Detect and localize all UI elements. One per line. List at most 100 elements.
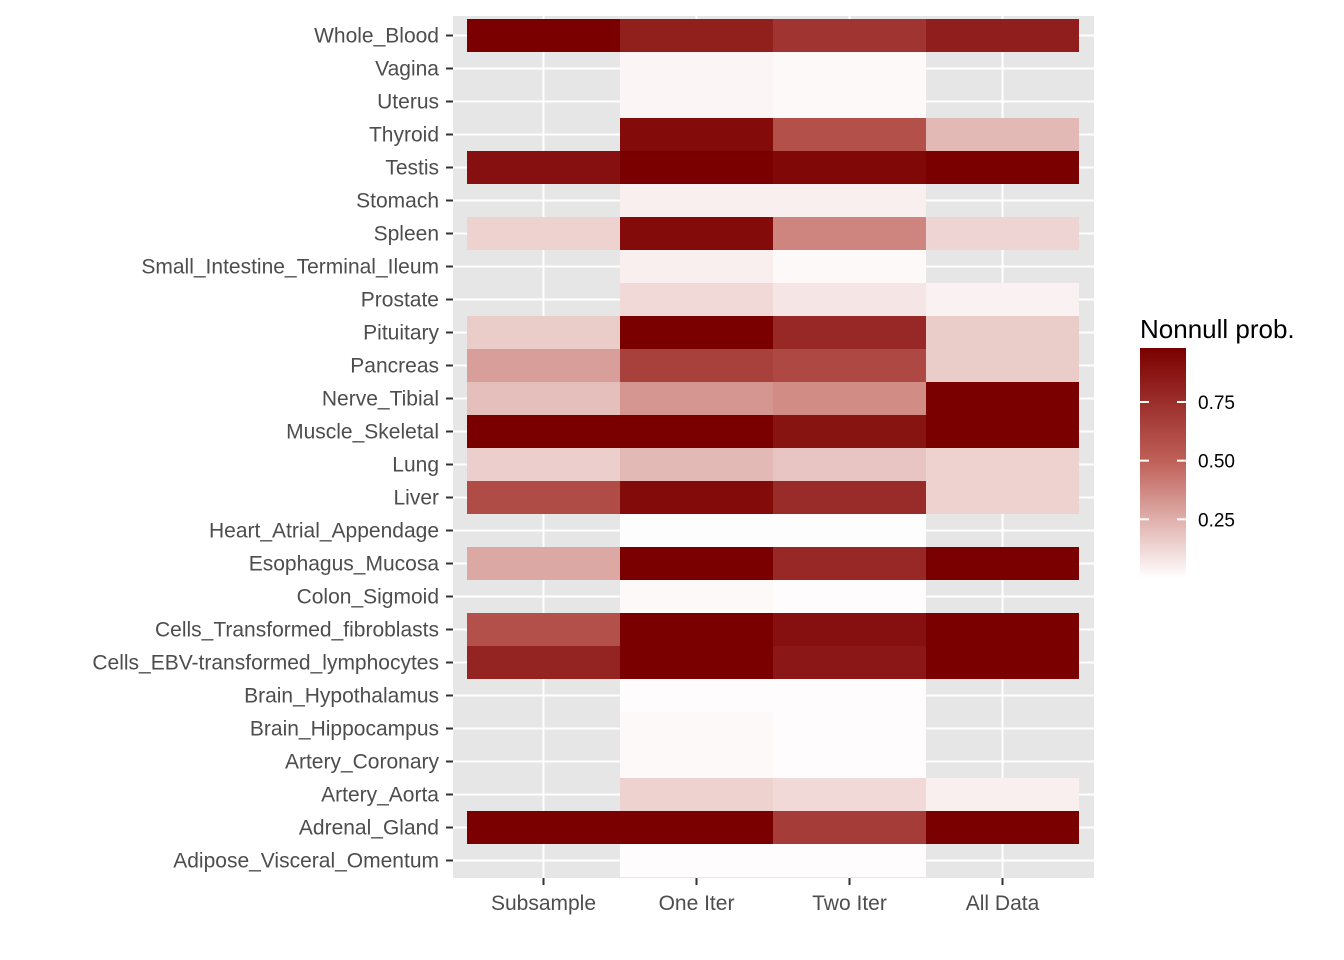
y-tick-label: Thyroid bbox=[369, 124, 439, 147]
heatmap-cell bbox=[620, 250, 773, 283]
heatmap-cell bbox=[467, 382, 620, 415]
heatmap-cell bbox=[620, 547, 773, 580]
heatmap-cell bbox=[620, 415, 773, 448]
heatmap-cell bbox=[620, 448, 773, 481]
heatmap-cell bbox=[620, 646, 773, 679]
legend: Nonnull prob. 0.25 0.50 0.75 bbox=[1140, 314, 1295, 578]
heatmap-cell bbox=[926, 415, 1079, 448]
heatmap-cell bbox=[773, 613, 926, 646]
heatmap-cell bbox=[773, 118, 926, 151]
y-tick-label: Heart_Atrial_Appendage bbox=[209, 520, 439, 543]
heatmap-cell bbox=[620, 712, 773, 745]
heatmap-cell bbox=[926, 118, 1079, 151]
y-tick-label: Vagina bbox=[375, 58, 439, 81]
heatmap-cell bbox=[773, 217, 926, 250]
y-tick-label: Testis bbox=[385, 157, 439, 180]
heatmap-cell bbox=[620, 745, 773, 778]
heatmap-cell bbox=[926, 382, 1079, 415]
x-axis: Subsample One Iter Two Iter All Data bbox=[491, 878, 1040, 915]
y-tick-label: Brain_Hypothalamus bbox=[244, 685, 439, 708]
heatmap-cell bbox=[620, 349, 773, 382]
heatmap-cell bbox=[620, 382, 773, 415]
y-tick-label: Cells_EBV-transformed_lymphocytes bbox=[92, 652, 439, 675]
heatmap-cell bbox=[773, 151, 926, 184]
y-tick-label: Small_Intestine_Terminal_Ileum bbox=[141, 256, 439, 279]
heatmap-cell bbox=[926, 217, 1079, 250]
heatmap-cell bbox=[467, 811, 620, 844]
heatmap-cell bbox=[773, 679, 926, 712]
heatmap-cell bbox=[773, 184, 926, 217]
legend-tick-label: 0.25 bbox=[1198, 510, 1235, 531]
heatmap-cell bbox=[773, 844, 926, 877]
y-axis: Whole_Blood Vagina Uterus Thyroid Testis Stom… bbox=[92, 25, 453, 873]
legend-title: Nonnull prob. bbox=[1140, 314, 1295, 344]
heatmap-cell bbox=[773, 481, 926, 514]
heatmap-cell bbox=[620, 85, 773, 118]
heatmap-cell bbox=[467, 217, 620, 250]
y-tick-label: Lung bbox=[392, 454, 439, 477]
y-tick-label: Esophagus_Mucosa bbox=[249, 553, 440, 576]
heatmap-cell bbox=[773, 349, 926, 382]
y-tick-label: Adipose_Visceral_Omentum bbox=[173, 850, 439, 873]
heatmap-cell bbox=[620, 184, 773, 217]
y-tick-label: Artery_Coronary bbox=[285, 751, 440, 774]
heatmap-cell bbox=[620, 679, 773, 712]
heatmap-cell bbox=[773, 712, 926, 745]
heatmap-cell bbox=[926, 613, 1079, 646]
heatmap-cell bbox=[773, 778, 926, 811]
heatmap-cell bbox=[926, 481, 1079, 514]
x-tick-label: One Iter bbox=[659, 892, 735, 915]
heatmap-cell bbox=[620, 283, 773, 316]
heatmap-cell bbox=[620, 118, 773, 151]
heatmap-cell bbox=[620, 844, 773, 877]
y-tick-label: Colon_Sigmoid bbox=[297, 586, 439, 609]
heatmap-cell bbox=[620, 778, 773, 811]
heatmap-cell bbox=[773, 580, 926, 613]
heatmap-cell bbox=[773, 547, 926, 580]
heatmap-cell bbox=[926, 811, 1079, 844]
y-tick-label: Whole_Blood bbox=[314, 25, 439, 48]
y-tick-label: Artery_Aorta bbox=[321, 784, 439, 807]
heatmap-cell bbox=[467, 448, 620, 481]
x-tick-label: Two Iter bbox=[812, 892, 887, 915]
heatmap-cell bbox=[773, 85, 926, 118]
x-tick-label: All Data bbox=[966, 892, 1040, 915]
heatmap-cell bbox=[467, 646, 620, 679]
y-tick-label: Stomach bbox=[356, 190, 439, 213]
y-tick-label: Prostate bbox=[361, 289, 439, 312]
heatmap-cell bbox=[620, 811, 773, 844]
heatmap-cell bbox=[467, 613, 620, 646]
y-tick-label: Adrenal_Gland bbox=[299, 817, 439, 840]
heatmap-cell bbox=[773, 646, 926, 679]
y-tick-label: Pancreas bbox=[350, 355, 439, 378]
heatmap-cell bbox=[926, 283, 1079, 316]
heatmap-cell bbox=[620, 316, 773, 349]
heatmap-cell bbox=[620, 481, 773, 514]
legend-colorbar bbox=[1140, 348, 1186, 578]
x-tick-label: Subsample bbox=[491, 892, 596, 915]
heatmap-cell bbox=[773, 283, 926, 316]
y-tick-label: Liver bbox=[393, 487, 439, 510]
heatmap-cell bbox=[773, 250, 926, 283]
heatmap-cell bbox=[620, 19, 773, 52]
heatmap-cell bbox=[620, 514, 773, 547]
y-tick-label: Pituitary bbox=[363, 322, 439, 345]
y-tick-label: Cells_Transformed_fibroblasts bbox=[155, 619, 439, 642]
heatmap-cells bbox=[467, 19, 1079, 877]
heatmap-cell bbox=[926, 778, 1079, 811]
heatmap-cell bbox=[773, 811, 926, 844]
heatmap-cell bbox=[620, 52, 773, 85]
heatmap-cell bbox=[773, 19, 926, 52]
heatmap-cell bbox=[773, 52, 926, 85]
heatmap-cell bbox=[773, 316, 926, 349]
heatmap-cell bbox=[773, 382, 926, 415]
heatmap-cell bbox=[773, 415, 926, 448]
heatmap-cell bbox=[620, 580, 773, 613]
heatmap-cell bbox=[926, 349, 1079, 382]
heatmap-cell bbox=[467, 151, 620, 184]
heatmap-cell bbox=[773, 448, 926, 481]
heatmap-cell bbox=[467, 349, 620, 382]
heatmap-cell bbox=[926, 151, 1079, 184]
heatmap-cell bbox=[926, 316, 1079, 349]
